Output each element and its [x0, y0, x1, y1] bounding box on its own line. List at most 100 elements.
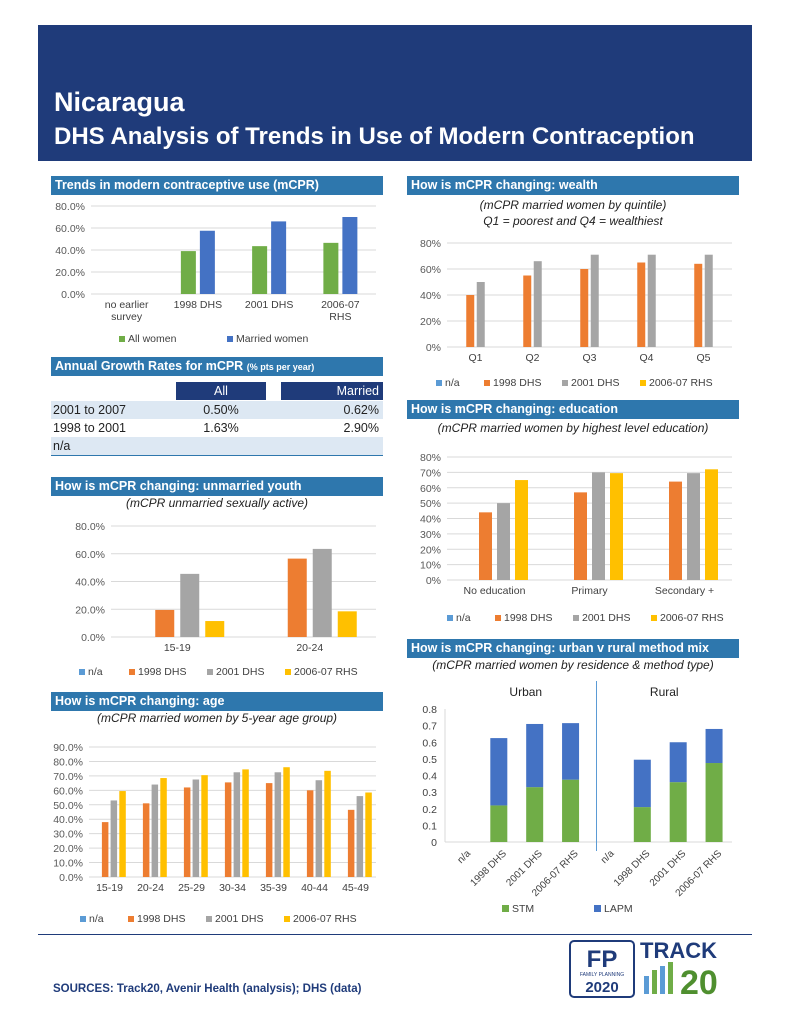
page-subtitle: DHS Analysis of Trends in Use of Modern …: [54, 123, 695, 150]
y-tick-label: 60.0%: [75, 549, 105, 561]
growth-title: Annual Growth Rates for mCPR: [55, 359, 244, 373]
y-tick-label: 0%: [426, 342, 441, 354]
bar-lapm: [526, 723, 544, 788]
x-tick-label: No education: [464, 585, 526, 597]
y-tick-label: 20.0%: [75, 604, 105, 616]
legend-swatch: [447, 615, 453, 621]
y-tick-label: 50.0%: [53, 800, 83, 812]
growth-row-married: 0.62%: [343, 403, 379, 417]
x-tick-label: 20-24: [137, 882, 164, 894]
growth-row: 1998 to 2001 1.63% 2.90%: [51, 419, 383, 437]
bar: [306, 790, 314, 877]
bar: [233, 772, 241, 877]
x-tick-label: 2001 DHS: [245, 299, 293, 311]
y-tick-label: 0.4: [422, 771, 437, 783]
y-tick-label: 30%: [420, 529, 441, 541]
bar: [199, 230, 215, 294]
x-tick-label: Q1: [468, 352, 482, 364]
bar-stm: [526, 787, 544, 842]
bar: [515, 480, 528, 580]
legend-label: 2001 DHS: [571, 377, 619, 389]
bar: [265, 783, 273, 877]
legend-label: 2001 DHS: [216, 666, 264, 678]
bar-stm: [490, 805, 508, 842]
x-tick-label: 35-39: [260, 882, 287, 894]
y-tick-label: 20.0%: [53, 843, 83, 855]
growth-header-all: All: [214, 384, 228, 398]
bar: [201, 775, 208, 877]
bar: [497, 503, 510, 580]
bar: [119, 791, 126, 877]
legend-swatch: [129, 669, 135, 675]
y-tick-label: 80%: [420, 452, 441, 464]
bar: [705, 469, 718, 580]
youth-chart: 0.0% 20.0% 40.0% 60.0% 80.0% 15-19 20-24 n/a 199…: [75, 521, 376, 678]
x-tick-label: Q4: [639, 352, 653, 364]
sources-text: SOURCES: Track20, Avenir Health (analysi…: [53, 983, 362, 995]
growth-row-all: 1.63%: [203, 421, 239, 435]
legend-label: 2006-07 RHS: [293, 913, 357, 925]
growth-header-married: Married: [336, 384, 379, 398]
y-tick-label: 60%: [420, 264, 441, 276]
y-tick-label: 0.7: [422, 721, 437, 733]
legend-swatch: [436, 380, 442, 386]
bar: [274, 772, 282, 877]
x-tick-label: Primary: [571, 585, 608, 597]
trends-chart: 0.0% 20.0% 40.0% 60.0% 80.0% no earliersurvey…: [55, 201, 376, 345]
bar: [324, 770, 331, 877]
y-tick-label: 60.0%: [53, 785, 83, 797]
bar-lapm: [490, 738, 508, 806]
legend-swatch: [594, 905, 601, 912]
fp2020-logo-sub: FAMILY PLANNING: [580, 972, 624, 978]
header-banner: Nicaragua DHS Analysis of Trends in Use …: [38, 25, 752, 161]
section-header-education: How is mCPR changing: education: [407, 400, 739, 419]
legend-swatch: [502, 905, 509, 912]
panel-label-urban: Urban: [509, 685, 542, 699]
legend-label: 2006-07 RHS: [660, 612, 724, 624]
section-header-wealth: How is mCPR changing: wealth: [407, 176, 739, 195]
x-tick-label: 20-24: [296, 642, 323, 654]
legend-swatch: [640, 380, 646, 386]
y-tick-label: 0.3: [422, 787, 437, 799]
y-tick-label: 80.0%: [75, 521, 105, 533]
y-tick-label: 80%: [420, 238, 441, 250]
growth-row-label: n/a: [53, 439, 71, 453]
bar-lapm: [705, 728, 723, 764]
growth-row-label: 2001 to 2007: [53, 403, 126, 417]
x-tick-label: 40-44: [301, 882, 328, 894]
x-tick-label: RHS: [329, 311, 351, 323]
y-tick-label: 10%: [420, 560, 441, 572]
y-tick-label: 40%: [420, 290, 441, 302]
bar: [574, 492, 587, 580]
bar: [142, 803, 150, 877]
bar: [342, 217, 358, 294]
track20-logo-word: TRACK: [640, 938, 717, 963]
bar: [110, 800, 118, 877]
section-header-growth: Annual Growth Rates for mCPR (% pts per …: [51, 357, 383, 376]
bar: [323, 242, 339, 294]
bar: [315, 780, 323, 877]
bar-stm: [562, 779, 580, 842]
growth-row-married: 2.90%: [343, 421, 379, 435]
y-tick-label: 0.0%: [61, 289, 85, 301]
x-tick-label: no earlier: [105, 299, 149, 311]
x-tick-label: survey: [111, 311, 143, 323]
y-tick-label: 70.0%: [53, 771, 83, 783]
x-tick-label: Q5: [696, 352, 710, 364]
bar-stm: [705, 763, 723, 842]
urban-subtitle: (mCPR married women by residence & metho…: [432, 658, 714, 672]
legend-swatch: [651, 615, 657, 621]
legend-label: 2001 DHS: [582, 612, 630, 624]
bar: [647, 254, 656, 347]
bar: [356, 796, 364, 877]
growth-row: n/a: [51, 437, 383, 456]
bar-lapm: [669, 742, 687, 783]
y-tick-label: 20%: [420, 316, 441, 328]
bar: [365, 792, 372, 877]
bar: [180, 251, 196, 294]
y-tick-label: 40%: [420, 514, 441, 526]
bar: [242, 769, 249, 877]
bar: [287, 558, 307, 637]
y-tick-label: 20%: [420, 544, 441, 556]
y-tick-label: 0.6: [422, 737, 437, 749]
